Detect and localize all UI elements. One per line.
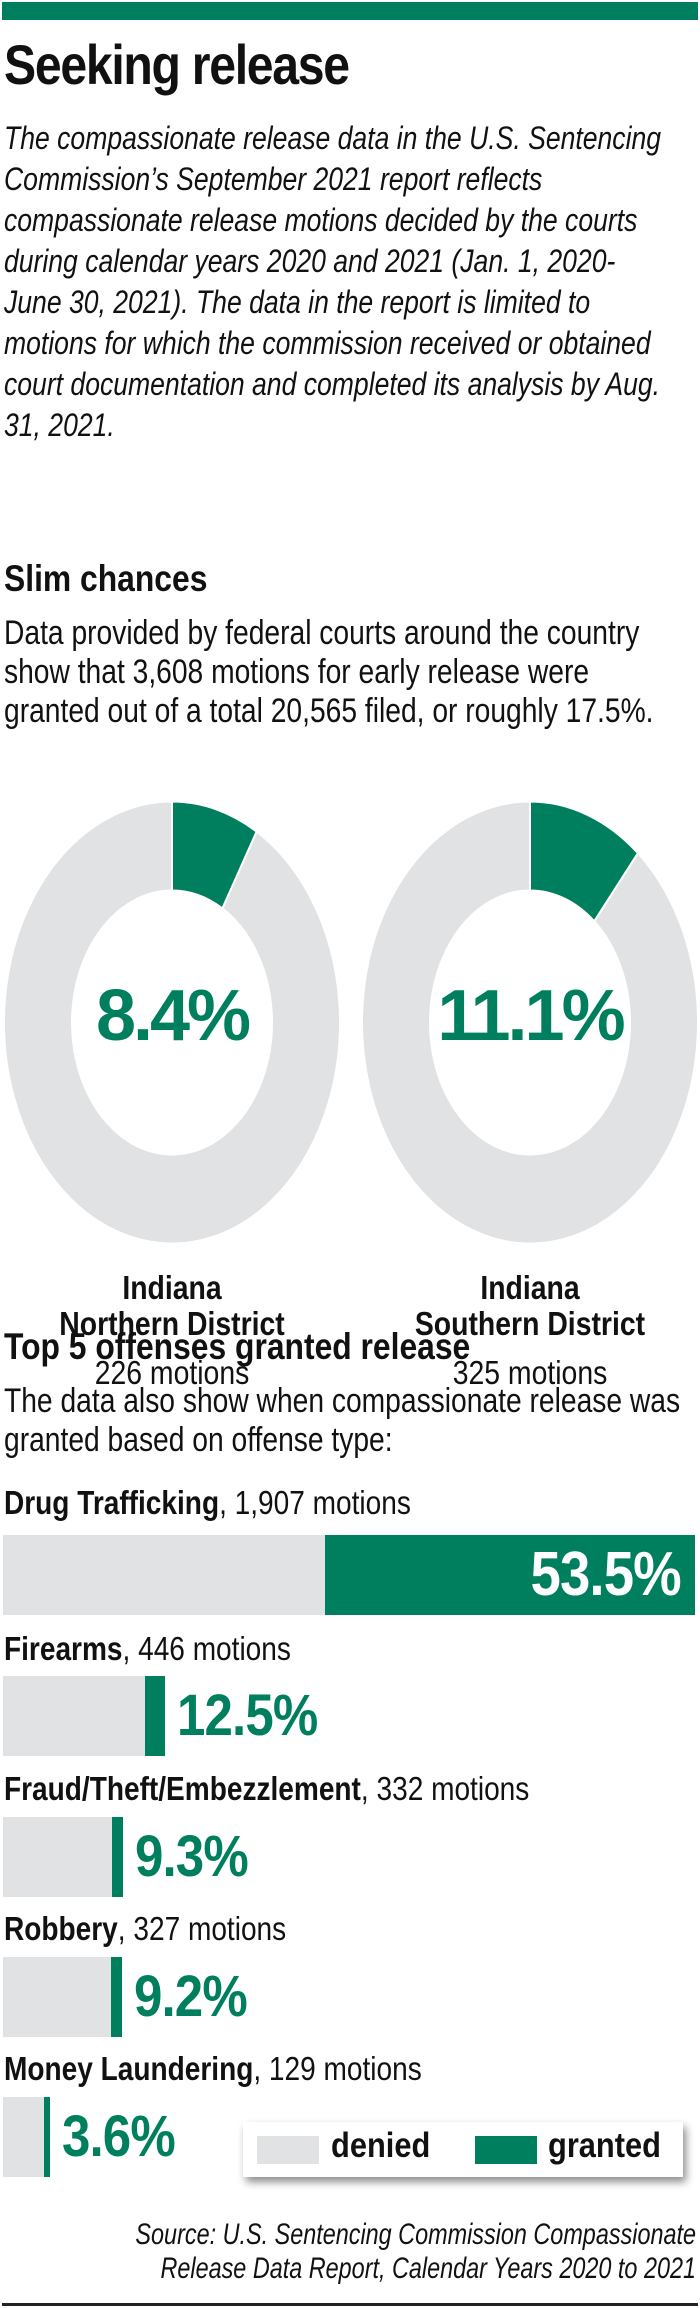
donut-percent: 11.1% bbox=[437, 976, 625, 1056]
granted-segment bbox=[111, 1957, 122, 2037]
section-text-top-offenses: The data also show when compassionate re… bbox=[4, 1382, 681, 1459]
granted-segment bbox=[112, 1817, 123, 1897]
source-line-2: Release Data Report, Calendar Years 2020… bbox=[160, 2252, 696, 2285]
bar-label-robbery: Robbery, 327 motions bbox=[4, 1910, 287, 1947]
donut-chart-southern: 11.1% bbox=[360, 800, 700, 1245]
denied-segment bbox=[3, 1535, 325, 1615]
motion-count: 325 motions bbox=[452, 1354, 608, 1391]
bottom-rule bbox=[2, 2303, 698, 2306]
donut-label-northern: Indiana Northern District 226 motions bbox=[2, 1270, 342, 1392]
bar-fraud: 9.3% bbox=[3, 1817, 249, 1897]
granted-percent: 53.5% bbox=[530, 1540, 682, 1609]
intro-text: The compassionate release data in the U.… bbox=[4, 120, 662, 443]
granted-segment bbox=[44, 2097, 50, 2177]
bar-robbery: 9.2% bbox=[3, 1957, 248, 2037]
granted-segment bbox=[145, 1676, 165, 1756]
denied-swatch bbox=[257, 2136, 319, 2164]
section-heading-slim-chances: Slim chances bbox=[4, 558, 208, 599]
bar-label-firearms: Firearms, 446 motions bbox=[4, 1630, 291, 1667]
denied-segment bbox=[3, 2097, 44, 2177]
bar-money-laundering: 3.6% bbox=[3, 2097, 176, 2177]
bar-firearms: 12.5% bbox=[3, 1676, 318, 1756]
motion-count: 226 motions bbox=[94, 1354, 250, 1391]
page-title: Seeking release bbox=[4, 33, 350, 96]
granted-swatch bbox=[475, 2136, 537, 2164]
bar-label-fraud: Fraud/Theft/Embezzlement, 332 motions bbox=[4, 1770, 530, 1807]
donut-ring bbox=[3, 800, 341, 1245]
section-heading-top-offenses: Top 5 offenses granted release bbox=[4, 1326, 471, 1367]
district-state: Indiana bbox=[122, 1269, 222, 1306]
granted-percent: 9.3% bbox=[135, 1824, 249, 1889]
donut-ring bbox=[361, 800, 699, 1245]
legend-granted-label: granted bbox=[548, 2126, 661, 2165]
bar-label-money-laundering: Money Laundering, 129 motions bbox=[4, 2050, 422, 2087]
top-accent-bar bbox=[2, 2, 698, 20]
granted-percent: 9.2% bbox=[134, 1964, 248, 2029]
source-line-1: Source: U.S. Sentencing Commission Compa… bbox=[135, 2218, 697, 2251]
donut-chart-northern: 8.4% bbox=[2, 800, 342, 1245]
denied-segment bbox=[3, 1957, 111, 2037]
bar-label-drug-trafficking: Drug Trafficking, 1,907 motions bbox=[4, 1484, 411, 1521]
donut-percent: 8.4% bbox=[95, 976, 251, 1056]
district-name: Southern District bbox=[414, 1305, 646, 1342]
granted-percent: 12.5% bbox=[177, 1683, 318, 1748]
legend-denied-label: denied bbox=[331, 2126, 431, 2165]
legend: denied granted bbox=[243, 2122, 683, 2177]
granted-segment: 53.5% bbox=[325, 1535, 695, 1615]
granted-percent: 3.6% bbox=[62, 2104, 176, 2169]
denied-segment bbox=[3, 1817, 112, 1897]
donut-label-southern: Indiana Southern District 325 motions bbox=[360, 1270, 700, 1392]
district-state: Indiana bbox=[480, 1269, 580, 1306]
source-note: Source: U.S. Sentencing Commission Compa… bbox=[0, 2218, 696, 2286]
denied-segment bbox=[3, 1676, 145, 1756]
district-name: Northern District bbox=[59, 1305, 285, 1342]
section-text-slim-chances: Data provided by federal courts around t… bbox=[4, 614, 654, 730]
bar-drug-trafficking: 53.5% bbox=[3, 1535, 695, 1615]
